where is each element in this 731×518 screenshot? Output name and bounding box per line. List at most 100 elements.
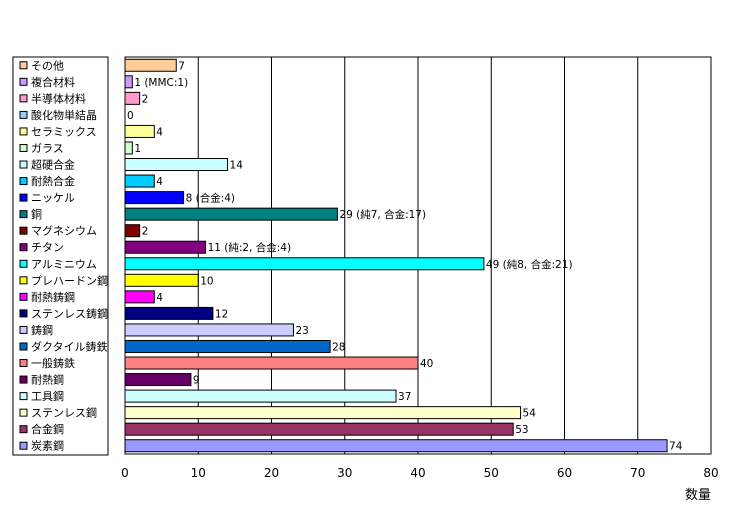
data-label: 1 (MMC:1)	[134, 77, 188, 89]
bar	[124, 207, 338, 221]
data-label: 49 (純8, 合金:21)	[486, 258, 573, 271]
legend-swatch	[19, 160, 28, 169]
bar	[124, 306, 214, 320]
legend-label: 合金鋼	[31, 422, 64, 436]
legend-label: ガラス	[31, 142, 64, 155]
legend-swatch	[19, 259, 28, 268]
data-label: 40	[420, 358, 433, 370]
legend-label: チタン	[31, 241, 64, 254]
legend-swatch	[19, 441, 28, 450]
gridlines	[197, 57, 639, 454]
bar	[124, 373, 192, 387]
legend-label: 複合材料	[31, 75, 75, 89]
bar	[124, 339, 331, 353]
bar	[124, 290, 155, 304]
legend-swatch	[19, 226, 28, 235]
x-tick-label: 40	[410, 466, 425, 480]
legend-label: ニッケル	[31, 192, 75, 205]
legend-label: プレハードン鋼	[31, 273, 108, 287]
x-tick-label: 80	[703, 466, 718, 480]
bar	[124, 356, 419, 370]
data-label: 4	[156, 292, 163, 304]
data-label: 53	[515, 424, 528, 436]
data-label: 54	[523, 408, 537, 420]
legend-swatch	[19, 243, 28, 252]
legend-label: ダクタイル鋳鉄	[31, 339, 108, 353]
bar	[124, 323, 294, 337]
legend-label: 酸化物単結晶	[31, 108, 97, 122]
legend-swatch	[19, 375, 28, 384]
legend-swatch	[19, 177, 28, 186]
x-tick-label: 70	[630, 466, 645, 480]
legend-label: マグネシウム	[31, 224, 97, 238]
legend-swatch	[19, 359, 28, 368]
legend-label: 銅	[31, 207, 42, 221]
x-tick-label: 10	[191, 466, 206, 480]
legend-swatch	[19, 276, 28, 285]
bar	[124, 439, 668, 453]
legend-label: 半導体材料	[31, 91, 86, 105]
data-label: 0	[127, 110, 134, 122]
x-axis-ticks: 0 10 20 30 40 50 60 70 80	[121, 466, 718, 480]
data-label: 10	[200, 275, 213, 287]
data-label: 2	[142, 226, 149, 238]
bar	[124, 91, 141, 105]
legend-swatch	[19, 408, 28, 417]
legend-label: アルミニウム	[31, 258, 97, 271]
legend-label: 耐熱合金	[31, 174, 75, 188]
bar	[124, 58, 177, 72]
legend-label: 炭素鋼	[31, 439, 64, 453]
data-label: 4	[156, 126, 163, 138]
bar	[124, 174, 155, 188]
data-label: 29 (純7, 合金:17)	[339, 208, 426, 221]
bar	[124, 141, 133, 155]
x-tick-label: 0	[121, 466, 129, 480]
x-axis-title: 数量	[685, 488, 711, 503]
x-tick-label: 50	[484, 466, 499, 480]
legend: その他複合材料半導体材料酸化物単結晶セラミックスガラス超硬合金耐熱合金ニッケル銅…	[19, 59, 108, 453]
x-tick-label: 30	[337, 466, 352, 480]
legend-label: その他	[31, 59, 64, 72]
bar	[124, 191, 185, 205]
legend-label: ステンレス鋼	[31, 406, 97, 420]
data-label: 23	[295, 325, 308, 337]
legend-swatch	[19, 392, 28, 401]
data-label: 7	[178, 60, 185, 72]
bar	[124, 240, 207, 254]
legend-box	[12, 56, 109, 456]
bars	[124, 58, 668, 453]
data-label: 74	[669, 441, 683, 453]
data-label: 14	[230, 160, 244, 172]
legend-label: 耐熱鋳鋼	[31, 290, 75, 304]
bar	[124, 422, 514, 436]
data-label: 9	[193, 375, 200, 387]
bar	[124, 224, 141, 238]
legend-swatch	[19, 61, 28, 70]
bar	[124, 273, 199, 287]
legend-swatch	[19, 110, 28, 119]
data-label: 8 (合金:4)	[186, 192, 235, 205]
bar	[124, 124, 155, 138]
legend-swatch	[19, 143, 28, 152]
bar	[124, 75, 133, 89]
x-tick-label: 60	[557, 466, 572, 480]
data-label: 2	[142, 93, 149, 105]
legend-label: セラミックス	[31, 125, 97, 138]
legend-swatch	[19, 77, 28, 86]
legend-label: 超硬合金	[31, 158, 75, 172]
legend-label: 工具鋼	[31, 389, 64, 403]
legend-swatch	[19, 94, 28, 103]
data-label: 1	[134, 143, 141, 155]
legend-label: 鋳鋼	[31, 323, 53, 337]
legend-label: 耐熱鋼	[31, 373, 64, 387]
bar	[124, 257, 485, 271]
legend-swatch	[19, 309, 28, 318]
data-label: 37	[398, 391, 411, 403]
bar	[124, 158, 229, 172]
legend-swatch	[19, 425, 28, 434]
legend-swatch	[19, 210, 28, 219]
legend-label: ステンレス鋳鋼	[31, 306, 108, 320]
